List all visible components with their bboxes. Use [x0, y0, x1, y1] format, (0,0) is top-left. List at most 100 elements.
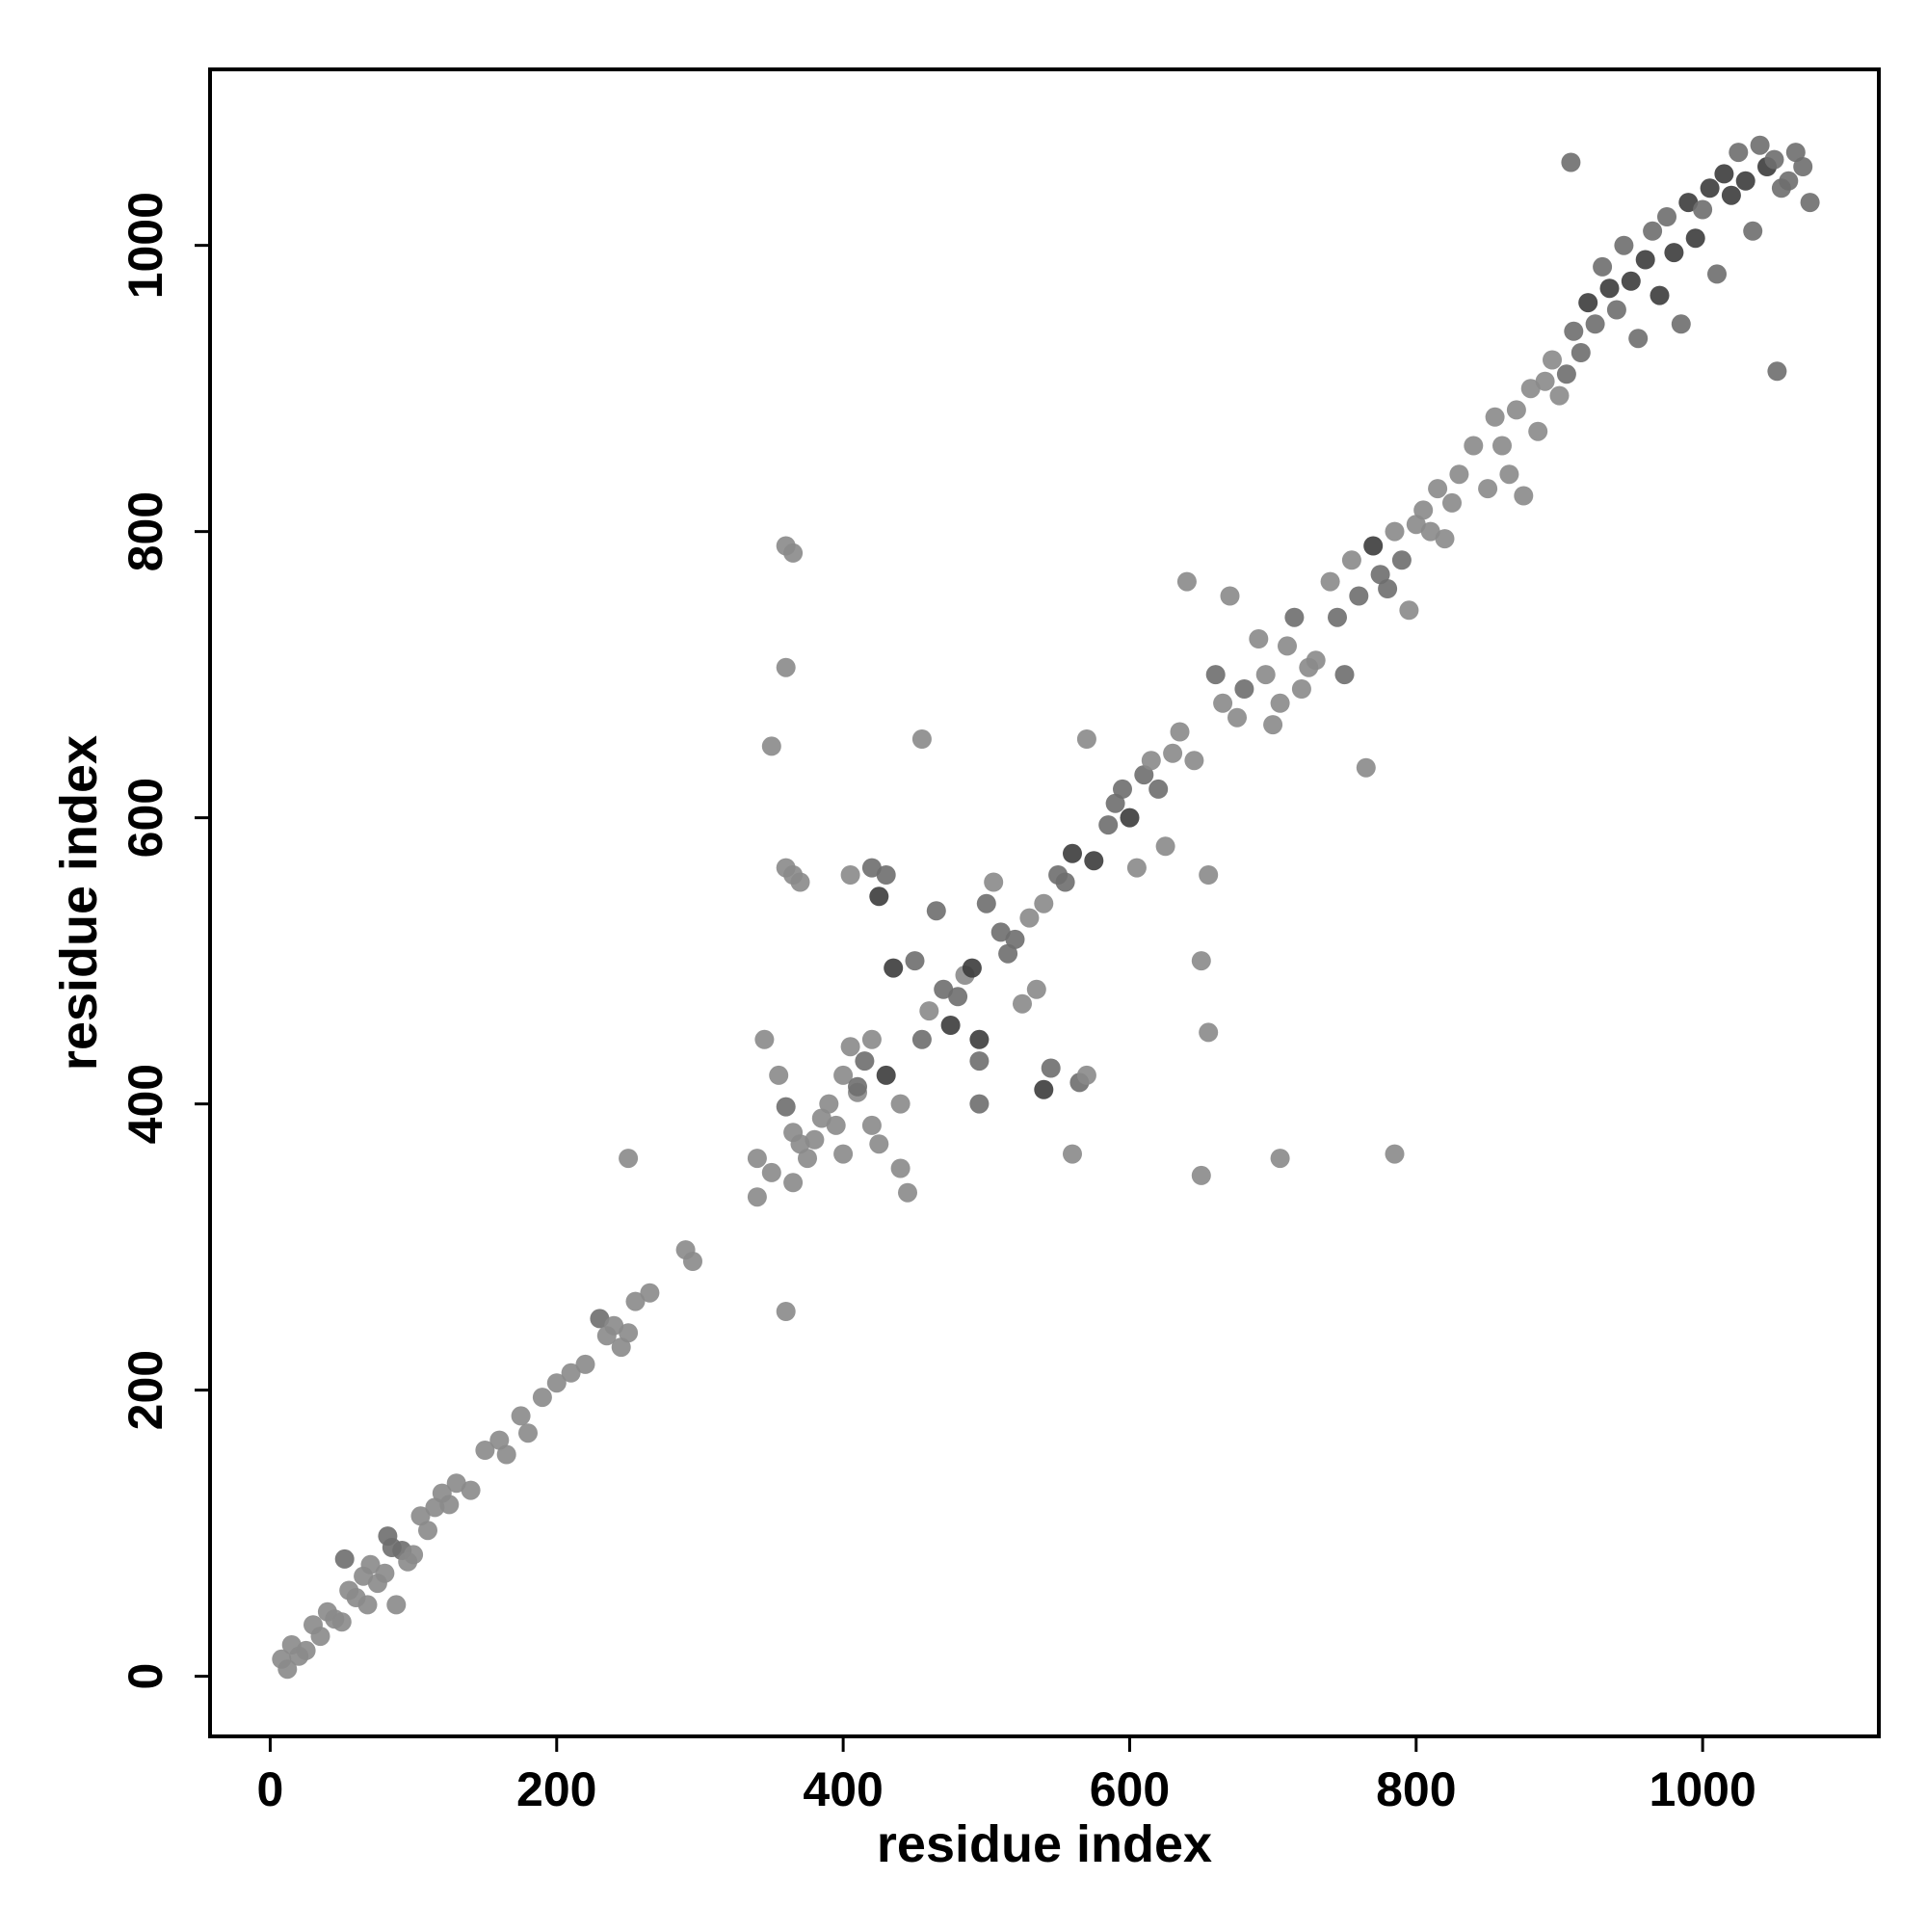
data-point: [1063, 1144, 1082, 1164]
data-point: [1614, 235, 1634, 255]
data-point: [439, 1495, 460, 1515]
data-points: [272, 135, 1820, 1680]
data-point: [1442, 492, 1462, 513]
data-point: [911, 1029, 932, 1049]
data-point: [1113, 779, 1132, 799]
data-point: [334, 1548, 355, 1569]
data-point: [976, 893, 996, 913]
data-point: [1657, 207, 1676, 226]
data-point: [640, 1283, 660, 1303]
data-point: [1635, 250, 1655, 270]
y-axis-title: residue index: [50, 735, 108, 1071]
data-point: [1750, 135, 1770, 155]
data-point: [940, 1016, 961, 1035]
data-point: [833, 1065, 854, 1085]
data-point: [1478, 479, 1498, 499]
data-point: [747, 1187, 767, 1207]
data-point: [948, 987, 968, 1007]
data-point: [776, 1097, 796, 1117]
data-point: [848, 1076, 867, 1097]
y-tick-label: 600: [119, 778, 172, 858]
data-point: [425, 1497, 445, 1518]
data-point: [869, 1134, 889, 1154]
data-point: [561, 1363, 581, 1383]
data-point: [1543, 350, 1562, 370]
data-point: [926, 901, 946, 921]
data-point: [1191, 1165, 1211, 1185]
data-point: [1406, 515, 1426, 535]
data-point: [1492, 436, 1512, 456]
data-point: [783, 543, 804, 563]
data-point: [1105, 793, 1125, 813]
data-point: [277, 1659, 298, 1680]
data-point: [1220, 586, 1240, 606]
data-point: [1700, 178, 1720, 198]
data-point: [1155, 836, 1175, 857]
data-point: [1764, 149, 1784, 170]
data-point: [919, 1001, 939, 1021]
data-point: [1120, 807, 1140, 828]
data-point: [1578, 293, 1598, 313]
data-point: [511, 1406, 531, 1426]
data-point: [761, 1162, 781, 1182]
data-point: [1126, 858, 1147, 878]
x-tick-label: 1000: [1650, 1762, 1756, 1816]
data-point: [683, 1252, 702, 1271]
data-point: [819, 1094, 839, 1114]
data-point: [1800, 193, 1820, 213]
data-point: [404, 1545, 424, 1565]
data-point: [1356, 757, 1376, 778]
data-point: [532, 1388, 552, 1408]
data-point: [1561, 152, 1581, 172]
data-point: [1255, 665, 1276, 685]
data-point: [783, 1173, 804, 1193]
data-point: [1593, 256, 1613, 277]
data-point: [1606, 300, 1626, 320]
data-point: [296, 1640, 316, 1660]
data-point: [1199, 865, 1219, 885]
data-point: [1785, 143, 1806, 163]
data-point: [1134, 765, 1154, 785]
data-point: [1034, 1079, 1054, 1099]
data-point: [1671, 314, 1691, 334]
data-point: [1176, 571, 1197, 592]
data-point: [1191, 951, 1211, 971]
data-point: [625, 1291, 646, 1311]
data-point: [1435, 529, 1455, 549]
data-point: [310, 1627, 330, 1647]
data-point: [1506, 400, 1526, 420]
y-tick-label: 0: [119, 1663, 172, 1690]
data-point: [1055, 872, 1075, 892]
data-point: [1378, 579, 1398, 598]
data-point: [1485, 407, 1505, 427]
data-point: [1743, 221, 1763, 241]
data-point: [590, 1309, 610, 1329]
data-point: [1464, 436, 1484, 456]
data-point: [1284, 607, 1305, 627]
data-point: [898, 1182, 917, 1203]
x-axis-title: residue index: [877, 1815, 1212, 1873]
data-point: [619, 1323, 639, 1343]
data-point: [1363, 536, 1384, 556]
plot-frame: [208, 67, 1881, 1738]
data-point: [1564, 321, 1584, 341]
y-tick-label: 200: [119, 1350, 172, 1430]
data-point: [1184, 751, 1204, 771]
data-point: [1278, 636, 1297, 656]
data-point: [890, 1158, 911, 1178]
data-point: [1063, 843, 1082, 863]
data-point: [861, 1115, 882, 1135]
data-point: [840, 1037, 860, 1057]
data-point: [518, 1423, 538, 1443]
data-point: [446, 1473, 466, 1494]
data-point: [1098, 815, 1119, 835]
data-point: [475, 1441, 495, 1460]
data-point: [1420, 521, 1440, 542]
data-point: [1499, 464, 1519, 485]
data-point: [1650, 285, 1670, 305]
data-point: [811, 1108, 832, 1128]
x-tick-label: 0: [257, 1762, 284, 1816]
data-point: [1019, 908, 1040, 928]
data-point: [990, 922, 1011, 942]
